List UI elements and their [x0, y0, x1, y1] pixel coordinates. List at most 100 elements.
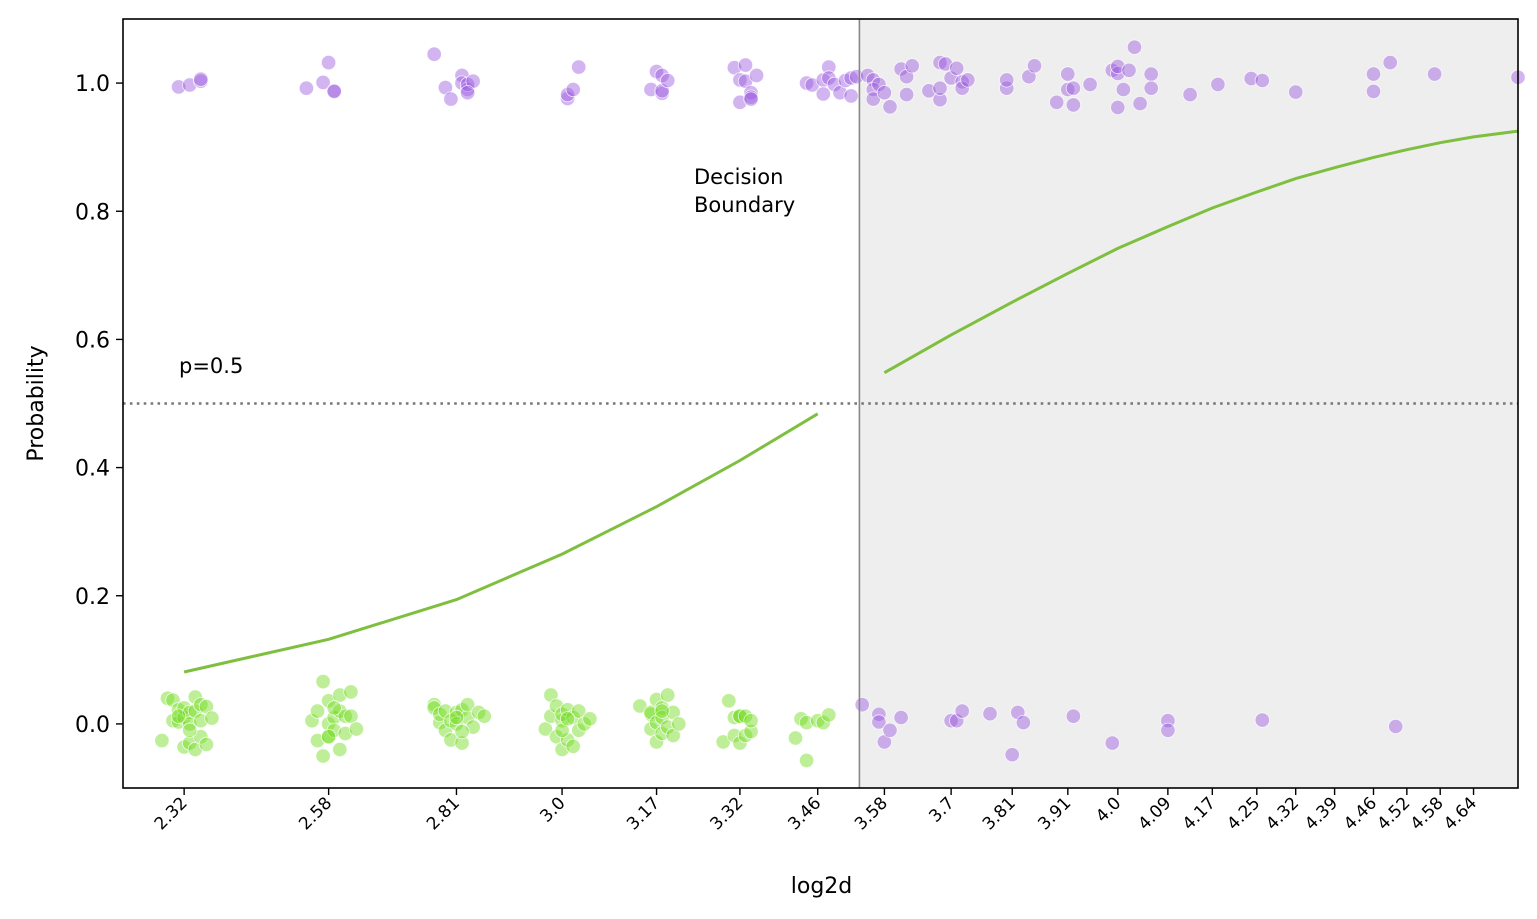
- point-class-1: [1110, 99, 1126, 116]
- point-class-1: [1182, 87, 1198, 103]
- point-class-0: [654, 703, 670, 719]
- point-class-1: [443, 91, 459, 107]
- x-tick-label: 4.0: [1092, 793, 1125, 826]
- reference-lines: [123, 19, 1518, 788]
- point-class-1: [843, 70, 859, 86]
- point-class-1: [932, 54, 948, 71]
- x-tick-label: 4.32: [1262, 793, 1303, 834]
- x-tick-label: 2.32: [151, 793, 192, 834]
- point-class-0: [471, 704, 487, 721]
- point-class-0: [654, 725, 670, 742]
- point-class-1: [571, 59, 587, 75]
- point-class-0: [571, 722, 587, 738]
- x-tick-label: 4.39: [1301, 793, 1342, 834]
- point-class-0: [198, 736, 214, 753]
- point-class-1: [1065, 80, 1082, 96]
- point-class-1: [1132, 96, 1148, 112]
- point-class-0: [154, 732, 170, 749]
- point-class-0: [343, 708, 359, 724]
- point-class-1: [459, 85, 476, 101]
- point-class-0: [204, 710, 220, 726]
- point-class-1: [1110, 58, 1126, 75]
- point-class-1: [1160, 722, 1176, 738]
- scatter-points: [154, 39, 1526, 769]
- point-class-1: [1143, 66, 1159, 82]
- y-tick-label: 0.8: [75, 200, 110, 225]
- point-class-1: [1115, 81, 1132, 98]
- point-class-1: [898, 87, 915, 103]
- probability-curve: [183, 129, 1519, 674]
- x-tick-label: 4.25: [1223, 793, 1264, 834]
- point-class-1: [949, 713, 965, 729]
- point-class-0: [559, 711, 576, 727]
- point-class-0: [454, 735, 470, 751]
- point-class-0: [187, 741, 203, 758]
- point-class-0: [459, 709, 476, 726]
- point-class-1: [1060, 66, 1076, 82]
- probability-curve-segment-2: [883, 129, 1519, 375]
- point-class-1: [1049, 94, 1065, 110]
- point-class-0: [654, 709, 670, 726]
- point-class-1: [298, 80, 314, 96]
- point-class-1: [743, 85, 759, 101]
- point-class-0: [815, 714, 831, 731]
- point-class-0: [798, 714, 815, 731]
- point-class-0: [726, 727, 743, 744]
- point-class-0: [671, 716, 687, 732]
- point-class-1: [932, 92, 948, 108]
- point-class-0: [315, 673, 331, 690]
- point-class-1: [1143, 80, 1159, 96]
- point-class-1: [843, 88, 859, 104]
- point-class-1: [904, 58, 920, 74]
- point-class-0: [193, 697, 209, 713]
- point-class-0: [165, 692, 181, 708]
- point-class-0: [426, 700, 442, 716]
- x-tick-label: 4.64: [1440, 793, 1481, 834]
- point-class-1: [1004, 747, 1020, 763]
- point-class-1: [937, 56, 954, 72]
- y-tick-label: 1.0: [75, 72, 110, 97]
- point-class-1: [1254, 712, 1270, 728]
- point-class-0: [326, 700, 342, 716]
- point-class-0: [732, 735, 748, 751]
- x-tick-label: 3.7: [925, 793, 958, 826]
- point-class-1: [748, 67, 765, 84]
- point-class-1: [999, 72, 1015, 88]
- point-class-0: [559, 732, 576, 748]
- point-class-1: [1365, 83, 1382, 100]
- point-class-1: [1082, 76, 1098, 93]
- point-class-1: [565, 81, 581, 98]
- x-tick-label: 3.17: [623, 793, 664, 834]
- point-class-1: [1382, 54, 1398, 71]
- point-class-1: [815, 86, 831, 102]
- point-class-1: [954, 74, 970, 90]
- point-class-1: [426, 46, 442, 62]
- decision-boundary-label-line1: Decision: [694, 165, 783, 189]
- point-class-1: [999, 80, 1015, 96]
- x-tick-label: 2.58: [295, 793, 336, 834]
- point-class-0: [159, 690, 176, 706]
- point-class-0: [320, 729, 337, 745]
- point-class-0: [582, 711, 598, 727]
- point-class-0: [454, 723, 470, 740]
- point-class-0: [476, 708, 492, 724]
- point-class-0: [320, 716, 337, 732]
- point-class-1: [737, 57, 754, 73]
- decision-boundary-label-line2: Boundary: [694, 193, 795, 217]
- point-class-0: [182, 722, 198, 738]
- point-class-0: [743, 713, 759, 729]
- point-class-1: [821, 70, 837, 86]
- point-class-0: [571, 703, 587, 719]
- probability-curve-segment-1: [183, 412, 819, 674]
- point-class-1: [882, 99, 898, 115]
- x-tick-label: 3.0: [536, 793, 569, 826]
- point-class-1: [960, 72, 976, 88]
- point-class-0: [348, 721, 364, 737]
- y-tick-label: 0.0: [75, 713, 110, 738]
- point-class-1: [932, 80, 948, 96]
- point-class-1: [882, 722, 898, 738]
- point-class-0: [721, 693, 737, 709]
- y-tick-label: 0.6: [75, 328, 110, 353]
- point-class-1: [798, 75, 815, 91]
